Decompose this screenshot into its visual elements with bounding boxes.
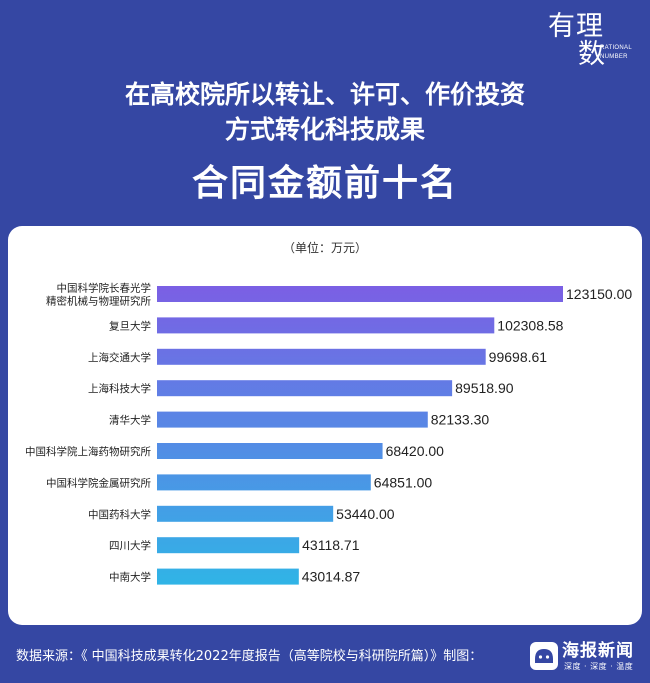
value-label-3: 99698.61 bbox=[489, 349, 548, 365]
category-label-5: 清华大学 bbox=[109, 414, 151, 427]
brand-icon bbox=[530, 642, 558, 670]
logo-text-bottom: 数 bbox=[578, 39, 605, 70]
title-line-2: 方式转化科技成果 bbox=[224, 115, 425, 144]
footer-source: 数据来源：《 中国科技成果转化2022年度报告（高等院校与科研院所篇）》制图： bbox=[16, 649, 483, 664]
bar-4 bbox=[157, 380, 453, 397]
bar-10 bbox=[157, 568, 299, 585]
logo-subtitle: RATIONAL NUMBER bbox=[600, 44, 632, 62]
brand-slogan: 深度 · 深度 · 温度 bbox=[564, 662, 634, 671]
chart-card: （单位：万元） 123150.00 中国科学院长春光学 精密机械与物理研究所 1023… bbox=[8, 226, 642, 625]
category-label-8: 中国药科大学 bbox=[88, 508, 151, 521]
bar-3 bbox=[157, 348, 486, 365]
title-main: 合同金额前十名 bbox=[191, 163, 458, 204]
brand-name: 海报新闻 bbox=[562, 641, 634, 661]
brand-logo: 有理 数 RATIONAL NUMBER bbox=[548, 12, 640, 76]
bar-6 bbox=[157, 443, 383, 459]
value-label-8: 53440.00 bbox=[336, 506, 395, 522]
category-label-4: 上海科技大学 bbox=[88, 382, 151, 395]
value-label-4: 89518.90 bbox=[455, 380, 514, 396]
category-label-3: 上海交通大学 bbox=[88, 351, 151, 364]
category-label-7: 中国科学院金属研究所 bbox=[46, 476, 151, 489]
bar-5 bbox=[157, 411, 428, 428]
footer-brand: 海报新闻 深度 · 深度 · 温度 bbox=[530, 640, 642, 674]
category-label-2: 复旦大学 bbox=[109, 319, 151, 332]
logo-subtitle-line1: RATIONAL bbox=[600, 45, 632, 51]
value-label-7: 64851.00 bbox=[374, 474, 433, 490]
value-label-10: 43014.87 bbox=[302, 569, 361, 585]
category-label-9: 四川大学 bbox=[109, 539, 151, 552]
value-label-5: 82133.30 bbox=[431, 412, 490, 428]
bar-2 bbox=[157, 317, 495, 334]
unit-label: （单位：万元） bbox=[282, 241, 367, 255]
bar-1 bbox=[157, 286, 563, 302]
bar-9 bbox=[157, 537, 300, 554]
category-label-1-line-1: 中国科学院长春光学 bbox=[57, 282, 152, 295]
value-label-9: 43118.71 bbox=[302, 537, 360, 553]
category-label-1-line-2: 精密机械与物理研究所 bbox=[46, 295, 151, 308]
value-label-1: 123150.00 bbox=[566, 286, 632, 302]
value-label-6: 68420.00 bbox=[386, 443, 445, 459]
logo-subtitle-line2: NUMBER bbox=[600, 54, 628, 60]
category-label-6: 中国科学院上海药物研究所 bbox=[25, 445, 151, 458]
value-label-2: 102308.58 bbox=[497, 317, 563, 333]
bar-8 bbox=[157, 505, 334, 522]
bar-7 bbox=[157, 474, 371, 491]
title-line-1: 在高校院所以转让、许可、作价投资 bbox=[124, 80, 525, 109]
logo-text-top: 有理 bbox=[548, 11, 604, 42]
category-label-10: 中南大学 bbox=[109, 571, 151, 584]
